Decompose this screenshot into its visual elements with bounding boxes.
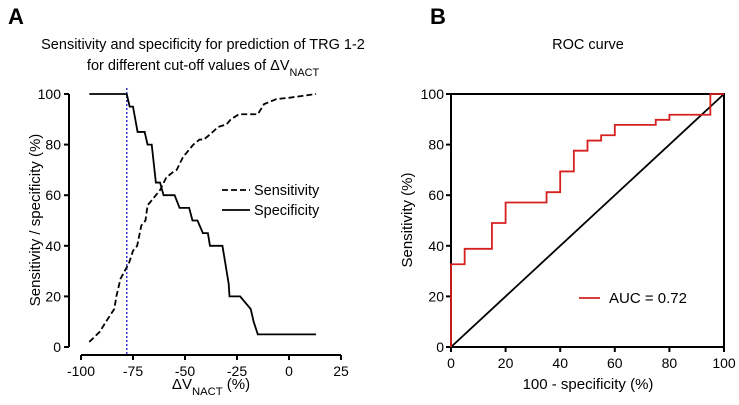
chart-a-title-line1: Sensitivity and specificity for predicti… bbox=[41, 37, 365, 53]
legend-label-sensitivity: Sensitivity bbox=[254, 183, 320, 199]
series-sensitivity bbox=[88, 93, 317, 343]
x-tick-label-b: 80 bbox=[662, 355, 678, 371]
x-axis-label-b: 100 - specificity (%) bbox=[523, 376, 654, 393]
x-tick-label-b: 20 bbox=[498, 355, 514, 371]
y-tick-label-b: 100 bbox=[421, 86, 445, 102]
x-tick-label-b: 0 bbox=[447, 355, 455, 371]
x-tick-label-a: -75 bbox=[123, 363, 143, 379]
x-tick-label-a: -100 bbox=[67, 363, 95, 379]
roc-curve bbox=[450, 93, 724, 347]
y-tick-label-b: 80 bbox=[428, 137, 444, 153]
y-tick-label-a: 100 bbox=[38, 86, 62, 102]
legend-label-auc: AUC = 0.72 bbox=[609, 290, 687, 307]
y-tick-label-b: 40 bbox=[428, 238, 444, 254]
x-tick-label-a: 25 bbox=[333, 363, 349, 379]
y-tick-label-a: 60 bbox=[45, 187, 61, 203]
chart-a-title-line2: for different cut-off values of ΔVNACT bbox=[87, 58, 320, 79]
series-specificity bbox=[89, 93, 317, 336]
y-tick-label-a: 80 bbox=[45, 137, 61, 153]
plot-frame-b bbox=[450, 93, 725, 348]
y-axis-label-a: Sensitivity / specificity (%) bbox=[27, 134, 44, 307]
y-tick-label-b: 60 bbox=[428, 187, 444, 203]
x-tick-label-b: 60 bbox=[607, 355, 623, 371]
y-tick-label-a: 20 bbox=[45, 288, 61, 304]
x-tick-label-a: -50 bbox=[175, 363, 195, 379]
y-tick-label-a: 0 bbox=[53, 339, 61, 355]
x-tick-label-a: 0 bbox=[285, 363, 293, 379]
x-tick-label-b: 40 bbox=[552, 355, 568, 371]
chart-b-title: ROC curve bbox=[552, 37, 624, 53]
legend-label-specificity: Specificity bbox=[254, 203, 320, 219]
x-tick-label-a: -25 bbox=[227, 363, 247, 379]
panel-label-a: A bbox=[8, 4, 24, 29]
panel-label-b: B bbox=[430, 4, 446, 29]
reference-diagonal bbox=[450, 93, 725, 348]
x-axis-label-a: ΔVNACT (%) bbox=[172, 376, 250, 398]
y-tick-label-a: 40 bbox=[45, 238, 61, 254]
y-axis-label-b: Sensitivity (%) bbox=[399, 172, 416, 267]
y-tick-label-b: 0 bbox=[436, 339, 444, 355]
y-tick-label-b: 20 bbox=[428, 288, 444, 304]
x-tick-label-b: 100 bbox=[712, 355, 736, 371]
